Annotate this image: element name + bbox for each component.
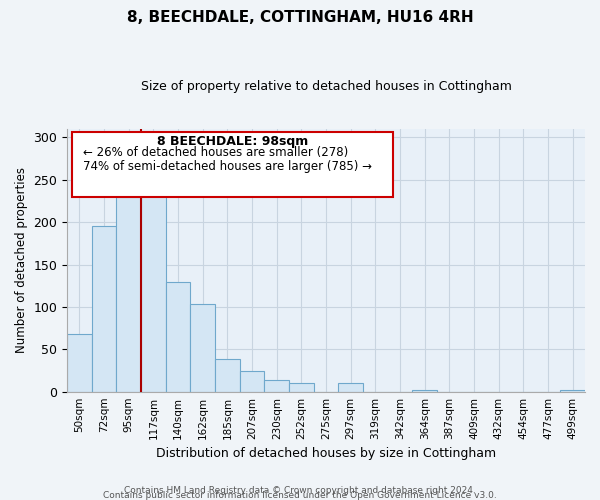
Text: Contains HM Land Registry data © Crown copyright and database right 2024.: Contains HM Land Registry data © Crown c…	[124, 486, 476, 495]
Bar	[215, 358, 240, 392]
Title: Size of property relative to detached houses in Cottingham: Size of property relative to detached ho…	[140, 80, 512, 93]
Text: 8 BEECHDALE: 98sqm: 8 BEECHDALE: 98sqm	[157, 136, 308, 148]
Bar	[338, 383, 363, 392]
Text: Contains public sector information licensed under the Open Government Licence v3: Contains public sector information licen…	[103, 491, 497, 500]
Bar	[92, 226, 116, 392]
Bar	[67, 334, 92, 392]
Text: 74% of semi-detached houses are larger (785) →: 74% of semi-detached houses are larger (…	[83, 160, 371, 173]
Bar	[560, 390, 585, 392]
Bar	[116, 196, 141, 392]
Text: ← 26% of detached houses are smaller (278): ← 26% of detached houses are smaller (27…	[83, 146, 348, 159]
Bar	[166, 282, 190, 392]
Bar	[240, 372, 265, 392]
Bar	[190, 304, 215, 392]
Y-axis label: Number of detached properties: Number of detached properties	[15, 168, 28, 354]
Bar	[289, 383, 314, 392]
Bar	[412, 390, 437, 392]
FancyBboxPatch shape	[73, 132, 394, 197]
Bar	[141, 194, 166, 392]
Bar	[265, 380, 289, 392]
X-axis label: Distribution of detached houses by size in Cottingham: Distribution of detached houses by size …	[156, 447, 496, 460]
Text: 8, BEECHDALE, COTTINGHAM, HU16 4RH: 8, BEECHDALE, COTTINGHAM, HU16 4RH	[127, 10, 473, 25]
